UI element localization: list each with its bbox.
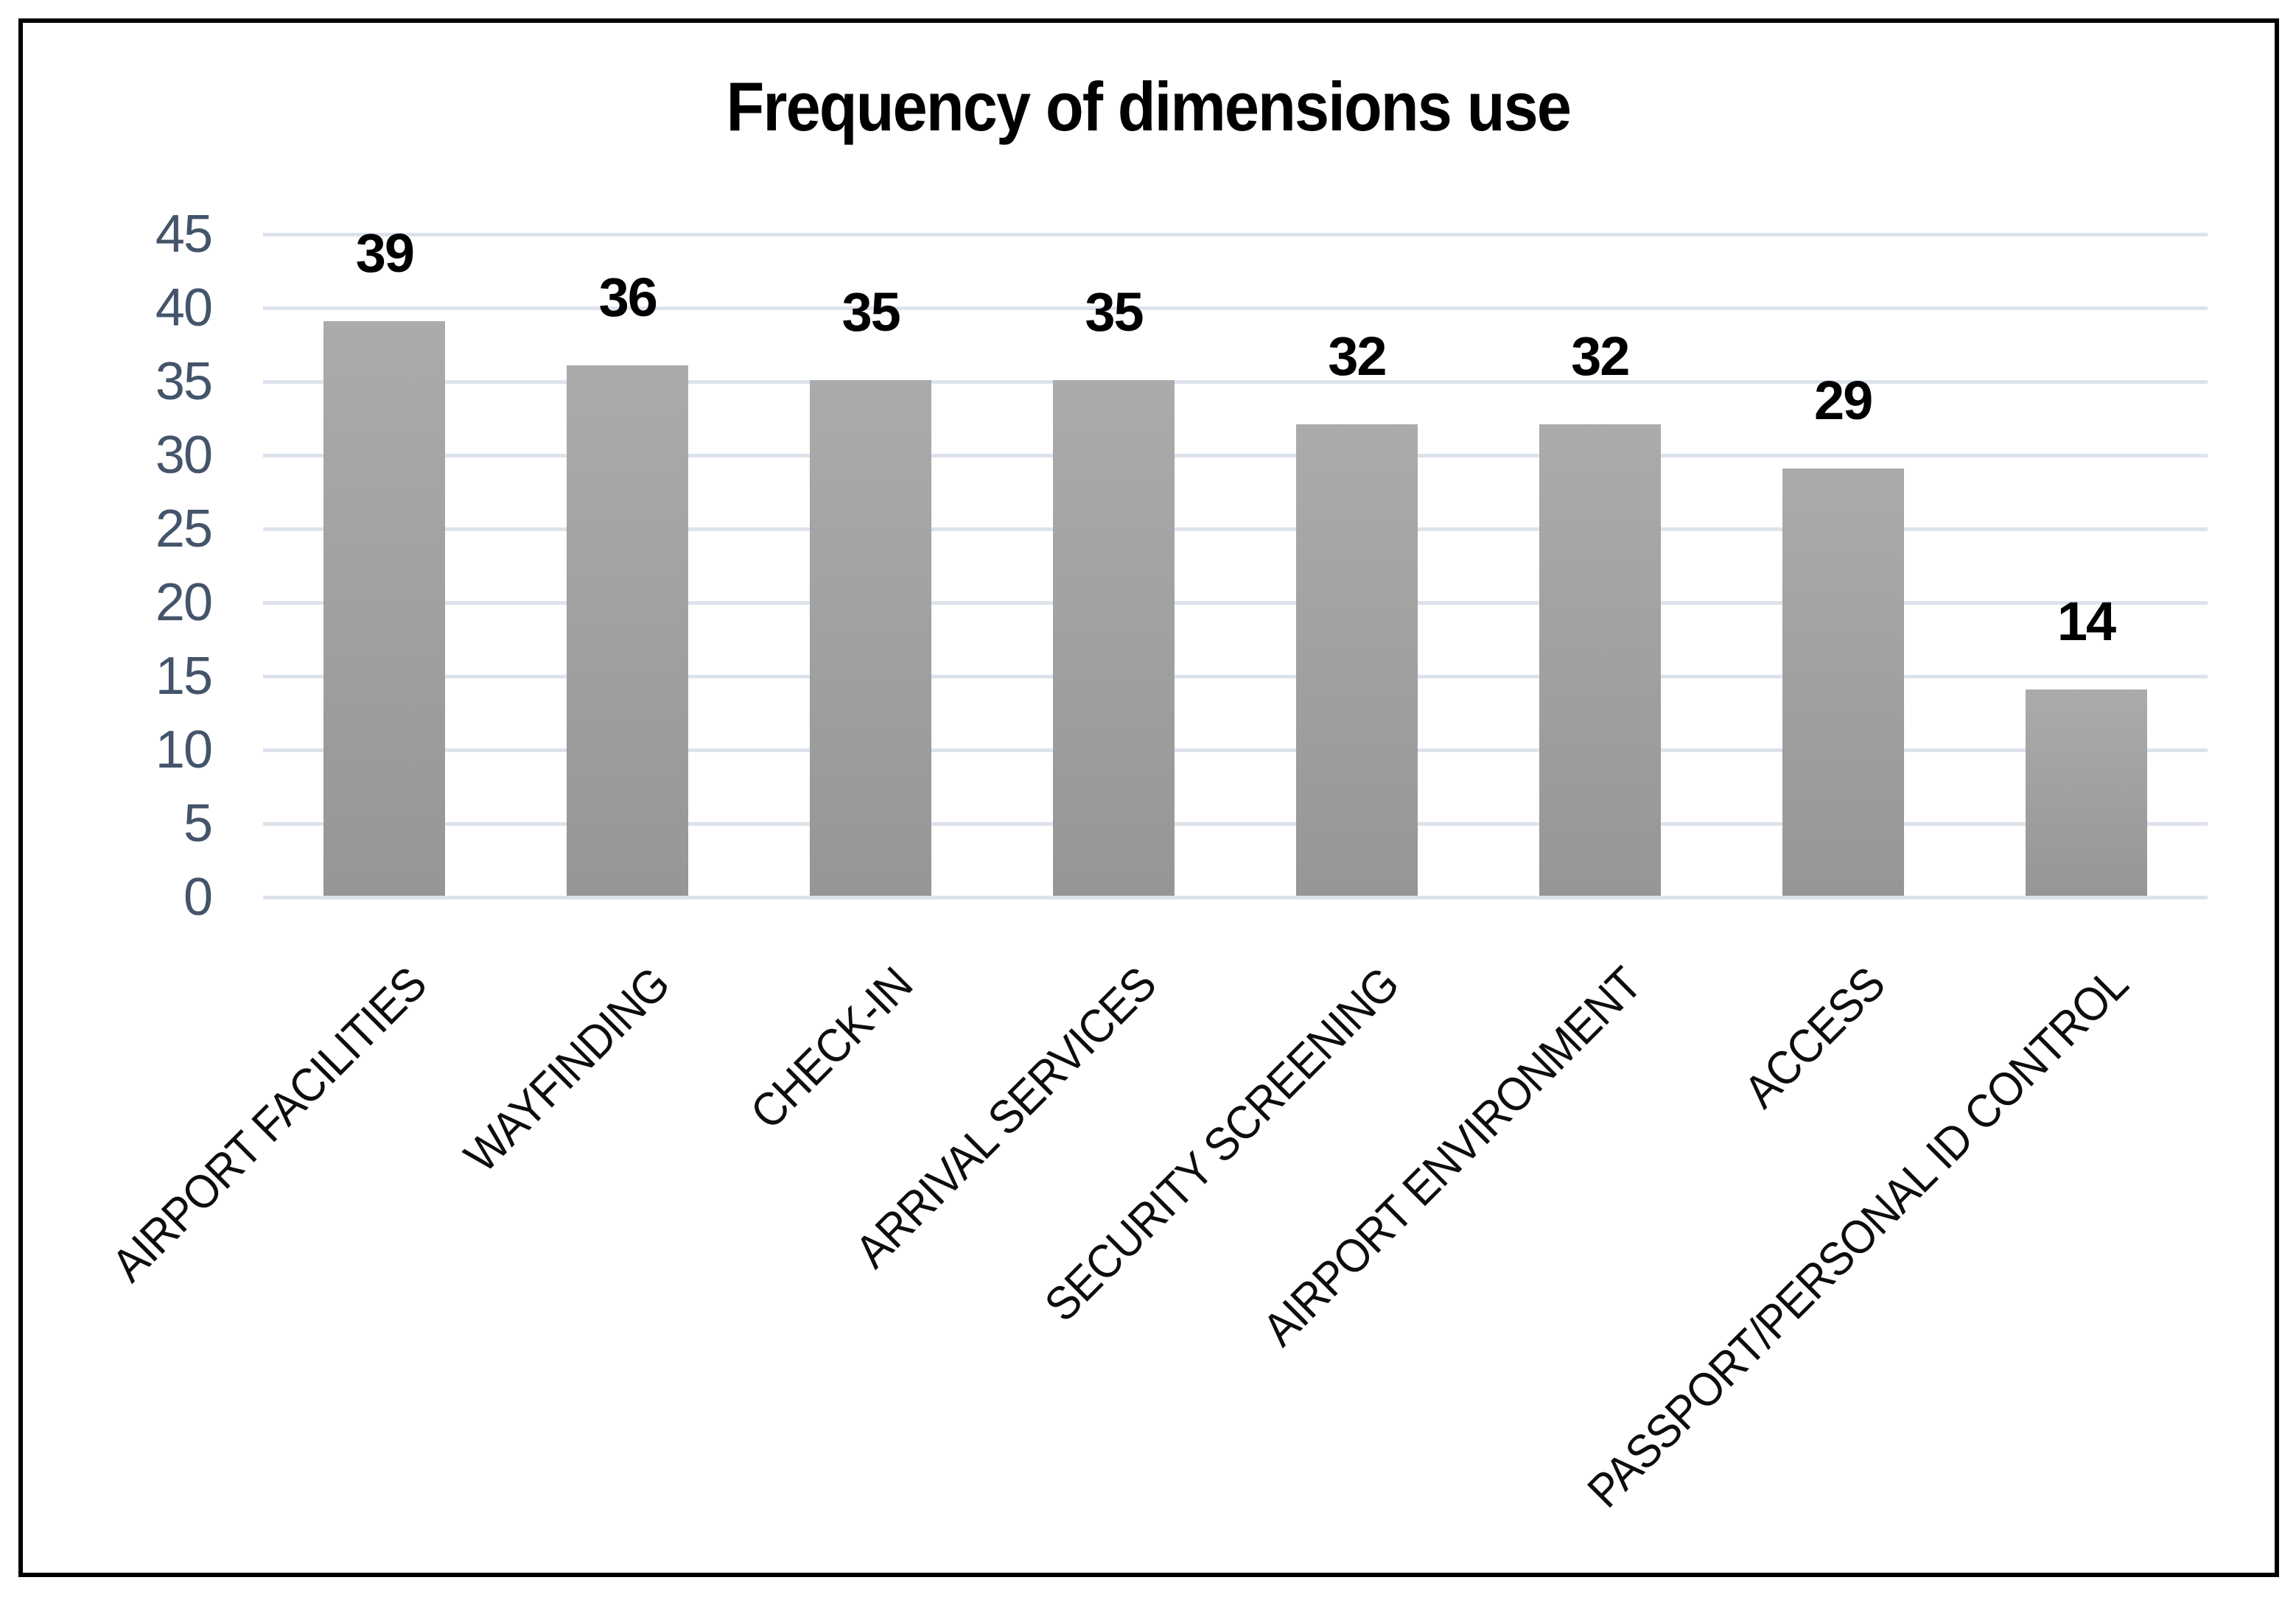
chart-title-text: Frequency of dimensions use	[726, 68, 1571, 145]
gridline	[263, 748, 2208, 752]
y-axis-tick-label: 25	[155, 499, 213, 558]
gridline	[263, 527, 2208, 531]
bar-value-label: 39	[355, 222, 415, 284]
gridline	[263, 306, 2208, 310]
bar	[1295, 424, 1418, 896]
bar-value-label: 36	[598, 267, 658, 328]
bar	[1782, 468, 1904, 896]
y-axis-tick-label: 40	[155, 278, 213, 337]
bar-value-label: 14	[2057, 591, 2116, 652]
y-axis-tick-label: 20	[155, 573, 213, 632]
gridline	[263, 675, 2208, 678]
gridline	[263, 601, 2208, 605]
bar-value-label: 32	[1328, 326, 1387, 387]
y-axis-tick-label: 15	[155, 647, 213, 706]
bar-value-label: 29	[1814, 370, 1873, 431]
bar-value-label: 32	[1571, 326, 1630, 387]
y-axis-tick-label: 5	[183, 794, 213, 853]
y-axis-tick-label: 45	[155, 205, 213, 264]
bar-value-label: 35	[1085, 281, 1144, 343]
chart-title: Frequency of dimensions use	[0, 68, 2296, 145]
bar	[810, 380, 932, 896]
gridline	[263, 454, 2208, 457]
bar	[567, 365, 689, 896]
bar	[1539, 424, 1661, 896]
y-axis-tick-label: 0	[183, 868, 213, 927]
bar	[2025, 689, 2147, 896]
bar-value-label: 35	[841, 281, 901, 343]
gridline	[263, 233, 2208, 236]
gridline	[263, 822, 2208, 826]
y-axis-tick-label: 10	[155, 720, 213, 779]
y-axis-tick-label: 35	[155, 352, 213, 411]
gridline	[263, 896, 2208, 899]
y-axis-tick-label: 30	[155, 426, 213, 485]
gridline	[263, 380, 2208, 384]
bar	[1053, 380, 1175, 896]
bar	[323, 321, 446, 896]
